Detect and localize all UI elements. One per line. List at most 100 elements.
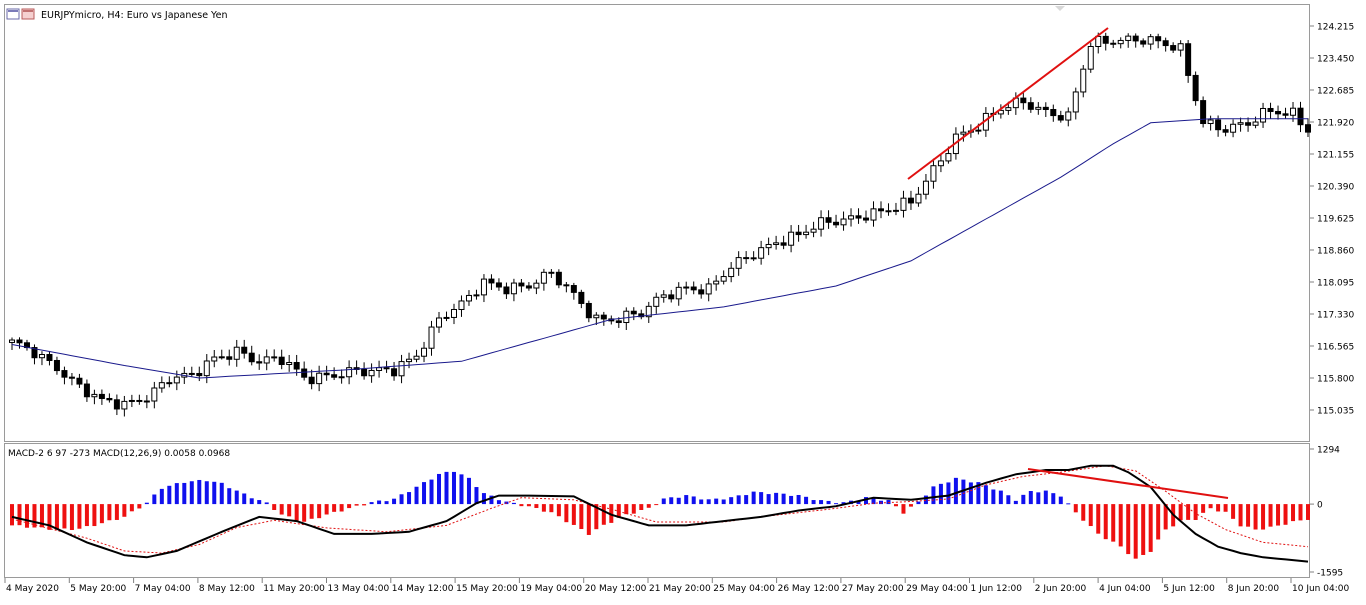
bull-candle: [428, 326, 435, 349]
histogram-bar-positive: [871, 498, 876, 505]
histogram-bar-positive: [1058, 496, 1063, 505]
bear-candle: [106, 397, 113, 401]
histogram-bar-negative: [1261, 504, 1266, 530]
histogram-bar-negative: [129, 504, 134, 512]
histogram-bar-negative: [586, 504, 591, 535]
bull-candle: [465, 294, 472, 302]
histogram-bar-negative: [1276, 504, 1281, 526]
histogram-bar-negative: [526, 504, 531, 507]
bull-candle: [91, 393, 98, 398]
bear-candle: [668, 294, 675, 300]
histogram-bar-positive: [227, 488, 232, 505]
histogram-bar-negative: [601, 504, 606, 525]
histogram-bar-positive: [998, 490, 1003, 505]
histogram-bar-negative: [122, 504, 127, 517]
histogram-bar-positive: [204, 481, 209, 505]
bull-candle: [1125, 35, 1132, 41]
bull-candle: [121, 400, 128, 410]
macd-axis: 1294 0 -1595: [1310, 446, 1343, 579]
bear-candle: [166, 382, 173, 385]
time-tick-label: 20 May 12:00: [585, 584, 647, 594]
histogram-bar-positive: [174, 483, 179, 505]
histogram-bar-positive: [691, 496, 696, 505]
histogram-bar-positive: [234, 490, 239, 505]
histogram-bar-positive: [144, 502, 149, 505]
bull-candle: [1260, 107, 1267, 123]
histogram-bar-positive: [721, 499, 726, 505]
macd-title: MACD-2 6 97 -273 MACD(12,26,9) 0.0058 0.…: [8, 449, 230, 459]
bull-candle: [997, 109, 1004, 115]
histogram-bar-negative: [1193, 504, 1198, 520]
time-tick-label: 26 May 12:00: [778, 584, 840, 594]
bull-candle: [720, 276, 727, 282]
histogram-bar-positive: [489, 495, 494, 505]
histogram-bar-positive: [474, 487, 479, 505]
bear-candle: [323, 372, 330, 376]
histogram-bar-negative: [1148, 504, 1153, 552]
histogram-bar-negative: [579, 504, 584, 530]
histogram-bar-negative: [347, 504, 352, 509]
bull-candle: [900, 197, 907, 211]
histogram-bar-positive: [422, 482, 427, 505]
histogram-bar-positive: [152, 494, 157, 505]
histogram-bar-negative: [362, 504, 367, 506]
time-tick-label: 21 May 20:00: [649, 584, 711, 594]
bull-candle: [203, 360, 210, 377]
bull-candle: [376, 367, 383, 371]
bull-candle: [421, 347, 428, 357]
time-tick-label: 19 May 04:00: [520, 584, 582, 594]
bull-candle: [1252, 121, 1259, 126]
bear-candle: [488, 278, 495, 284]
bear-candle: [1215, 119, 1222, 131]
time-tick-label: 1 Jun 12:00: [971, 584, 1023, 594]
histogram-bar-positive: [1021, 494, 1026, 505]
trend-line-down: [1027, 468, 1229, 499]
bear-candle: [1155, 36, 1162, 42]
bear-candle: [53, 359, 60, 372]
bull-candle: [713, 280, 720, 285]
bear-candle: [1020, 97, 1027, 104]
time-tick-label: 8 May 12:00: [199, 584, 255, 594]
histogram-bar-negative: [294, 504, 299, 521]
bear-candle: [196, 372, 203, 377]
time-axis: 4 May 2020 5 May 20:00 7 May 04:00 8 May 12…: [4, 578, 1349, 594]
bull-candle: [128, 399, 135, 402]
bull-candle: [458, 300, 465, 310]
bear-candle: [1192, 74, 1199, 102]
histogram-bar-positive: [991, 489, 996, 505]
histogram-bar-positive: [429, 479, 434, 505]
bear-candle: [68, 376, 75, 379]
price-tick-label: 124.215: [1317, 23, 1354, 33]
histogram-bar-positive: [167, 485, 172, 505]
bull-candle: [705, 283, 712, 295]
histogram-bar-positive: [931, 486, 936, 505]
histogram-bar-negative: [24, 504, 29, 528]
histogram-bar-positive: [751, 491, 756, 505]
histogram-bar-negative: [1238, 504, 1243, 527]
histogram-bar-positive: [961, 479, 966, 505]
histogram-bar-negative: [639, 504, 644, 510]
bear-candle: [98, 393, 105, 399]
histogram-bar-negative: [541, 504, 546, 512]
bull-candle: [1117, 39, 1124, 45]
bear-candle: [877, 208, 884, 212]
histogram-bar-positive: [938, 483, 943, 505]
histogram-bar-negative: [1126, 504, 1131, 555]
scroll-shift-marker[interactable]: [1055, 6, 1065, 11]
bear-candle: [1162, 40, 1169, 47]
bear-candle: [1222, 129, 1229, 133]
histogram-bar-positive: [841, 502, 846, 505]
macd-tick-label: 0: [1317, 501, 1323, 511]
histogram-bar-negative: [92, 504, 97, 527]
histogram-bar-negative: [1208, 504, 1213, 509]
histogram-bar-positive: [369, 502, 374, 505]
bull-candle: [765, 243, 772, 249]
bear-candle: [83, 383, 90, 398]
bull-candle: [892, 209, 899, 212]
histogram-bar-negative: [901, 504, 906, 514]
macd-tick-label: 1294: [1317, 446, 1340, 456]
histogram-bar-negative: [332, 504, 337, 512]
histogram-bar-positive: [811, 500, 816, 505]
